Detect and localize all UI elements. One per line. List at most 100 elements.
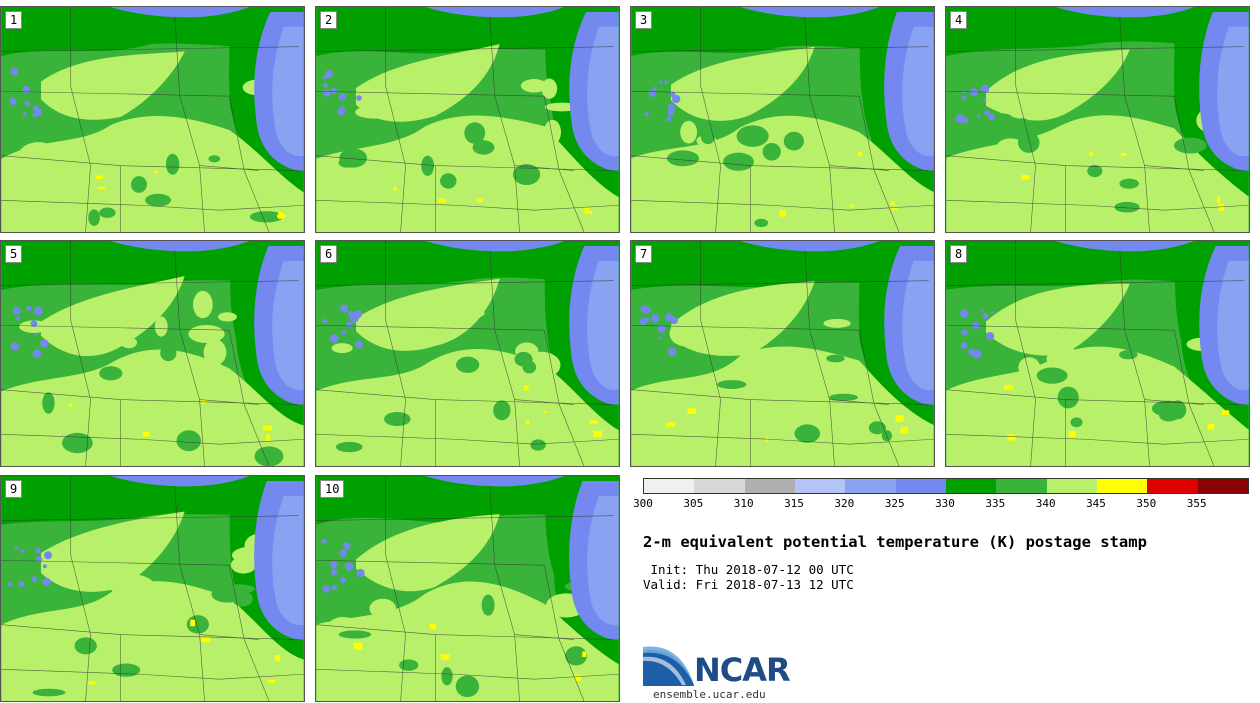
map-blob-green — [176, 430, 202, 452]
map-blob-light-green — [18, 142, 59, 170]
member-panel-5[interactable]: 5 — [0, 240, 305, 467]
member-panel-4[interactable]: 4 — [945, 6, 1250, 233]
state-borders — [1, 241, 304, 466]
map-region-dark-green — [316, 241, 619, 290]
map-blob-green — [736, 125, 769, 147]
state-border — [631, 46, 929, 52]
map-blob-light-green — [25, 429, 72, 456]
colorbar-tick-label: 330 — [935, 497, 955, 510]
map-speckle-blue — [32, 105, 39, 112]
map-hotspot-yellow — [1068, 431, 1076, 438]
map-blob-light-green — [483, 622, 507, 638]
init-time: Init: Thu 2018-07-12 00 UTC — [643, 562, 854, 577]
map-blob-light-green — [669, 320, 702, 347]
map-speckle-blue — [322, 585, 331, 593]
map-hotspot-yellow — [526, 420, 530, 425]
member-label: 8 — [950, 245, 968, 263]
map-speckle-blue — [22, 85, 31, 94]
map-speckle-blue — [35, 547, 41, 554]
state-border — [514, 165, 575, 171]
map-hotspot-yellow — [666, 422, 676, 427]
map-blob-light-green — [1005, 154, 1046, 177]
map-blob-light-green — [230, 556, 257, 574]
map-speckle-blue — [980, 308, 985, 313]
map-blob-light-green — [728, 90, 763, 102]
map-blob-green — [794, 424, 821, 443]
lake-superior — [425, 7, 565, 18]
state-border — [1119, 16, 1150, 232]
map-speckle-blue — [24, 100, 29, 105]
map-speckle-blue — [7, 582, 13, 587]
map-blob-green — [1114, 201, 1140, 213]
map-speckle-blue — [340, 304, 349, 313]
state-border — [829, 399, 890, 405]
map-hotspot-yellow — [97, 186, 106, 189]
map-speckle-blue — [323, 89, 331, 97]
member-label: 6 — [320, 245, 338, 263]
map-hotspot-yellow — [277, 214, 286, 218]
colorbar-segment — [1046, 479, 1097, 493]
map-region-light-green — [670, 281, 815, 356]
state-borders — [316, 476, 619, 701]
logo-url[interactable]: ensemble.ucar.edu — [653, 688, 766, 701]
map-blob-light-green — [381, 436, 428, 449]
map-blob-light-green — [1066, 163, 1085, 189]
state-border — [1119, 250, 1150, 466]
colorbar-tick-label: 315 — [784, 497, 804, 510]
state-border — [946, 280, 1244, 286]
map-blob-light-green — [1024, 193, 1045, 212]
state-border — [1, 324, 230, 331]
map-blob-green — [530, 439, 546, 451]
map-blob-light-green — [108, 574, 155, 597]
map-blob-green — [112, 663, 141, 677]
map-hotspot-yellow — [1021, 174, 1030, 180]
map-hotspot-yellow — [687, 408, 696, 415]
state-border — [804, 16, 835, 232]
member-panel-2[interactable]: 2 — [315, 6, 620, 233]
map-speckle-blue — [984, 109, 991, 116]
map-speckle-blue — [322, 318, 328, 324]
member-panel-10[interactable]: 10 — [315, 475, 620, 702]
colorbar-segment — [744, 479, 795, 493]
map-hotspot-yellow — [476, 198, 483, 203]
map-speckle-blue — [32, 349, 42, 359]
map-10 — [316, 476, 619, 701]
map-speckle-blue — [321, 538, 327, 544]
map-hotspot-yellow — [429, 623, 437, 629]
map-speckle-blue — [10, 67, 19, 76]
map-speckle-blue — [983, 99, 987, 103]
state-border — [316, 46, 614, 52]
map-region-light-green — [355, 514, 500, 592]
map-blob-green — [335, 441, 363, 453]
map-blob-light-green — [133, 530, 155, 542]
map-blob-green — [160, 345, 177, 362]
map-hotspot-yellow — [353, 642, 363, 650]
member-panel-3[interactable]: 3 — [630, 6, 935, 233]
state-borders — [316, 7, 619, 232]
member-label: 2 — [320, 11, 338, 29]
map-speckle-blue — [42, 564, 47, 569]
map-hotspot-yellow — [765, 437, 769, 442]
member-panel-6[interactable]: 6 — [315, 240, 620, 467]
state-borders — [946, 7, 1249, 232]
map-speckle-blue — [976, 114, 981, 118]
colorbar-segment — [895, 479, 946, 493]
member-panel-8[interactable]: 8 — [945, 240, 1250, 467]
member-panel-9[interactable]: 9 — [0, 475, 305, 702]
map-speckle-blue — [31, 576, 38, 582]
map-blob-green — [88, 209, 100, 226]
map-hotspot-yellow — [1218, 204, 1224, 211]
map-blob-green — [826, 354, 845, 363]
map-blob-green — [829, 393, 859, 401]
map-speckle-blue — [970, 88, 978, 97]
member-panel-7[interactable]: 7 — [630, 240, 935, 467]
map-5 — [1, 241, 304, 466]
state-border — [804, 250, 835, 466]
map-blob-light-green — [710, 429, 727, 455]
colorbar-tick-label: 355 — [1186, 497, 1207, 510]
lake-inner — [587, 260, 619, 391]
state-border — [1174, 96, 1215, 232]
map-blob-green — [399, 659, 419, 671]
colorbar-tick-label: 300 — [633, 497, 653, 510]
member-panel-1[interactable]: 1 — [0, 6, 305, 233]
